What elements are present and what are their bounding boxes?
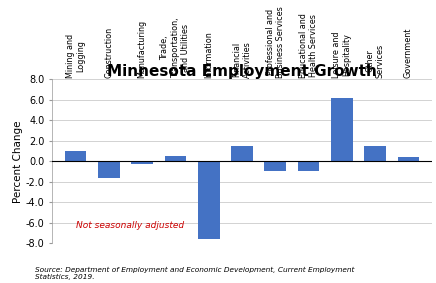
Bar bbox=[298, 161, 319, 171]
Bar bbox=[331, 98, 353, 161]
Text: Source: Department of Employment and Economic Development, Current Employment
St: Source: Department of Employment and Eco… bbox=[35, 267, 354, 280]
Bar bbox=[398, 157, 419, 161]
Text: Minnesota Employment Growth: Minnesota Employment Growth bbox=[107, 64, 377, 79]
Bar bbox=[364, 146, 386, 161]
Bar bbox=[98, 161, 120, 178]
Bar bbox=[131, 161, 153, 164]
Bar bbox=[198, 161, 219, 239]
Bar bbox=[165, 156, 186, 161]
Text: Not seasonally adjusted: Not seasonally adjusted bbox=[76, 221, 184, 230]
Bar bbox=[231, 146, 253, 161]
Y-axis label: Percent Change: Percent Change bbox=[13, 120, 23, 203]
Bar bbox=[265, 161, 286, 171]
Bar bbox=[65, 151, 86, 161]
